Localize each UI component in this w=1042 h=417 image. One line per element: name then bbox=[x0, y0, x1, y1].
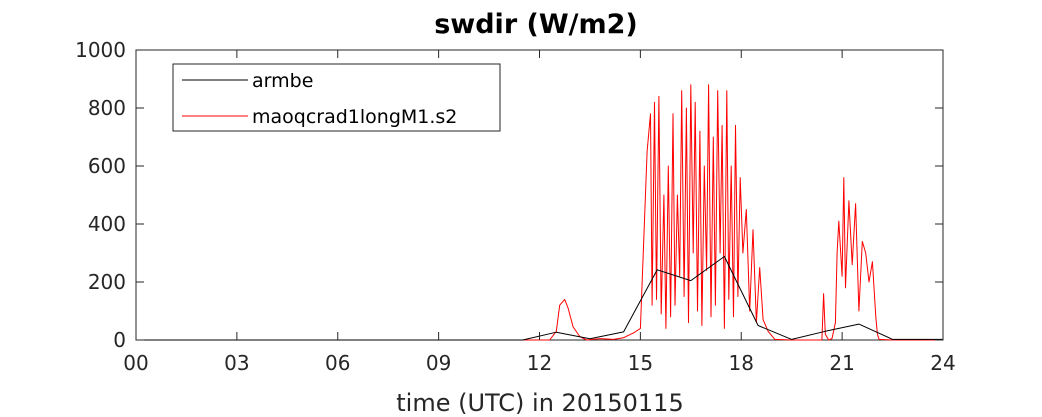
y-tick-label-200: 200 bbox=[88, 270, 126, 294]
x-axis-label: time (UTC) in 20150115 bbox=[396, 389, 683, 417]
legend-label-armbe: armbe bbox=[252, 70, 313, 92]
x-tick-label-09: 09 bbox=[426, 351, 451, 375]
legend-label-maoqcrad1longM1-s2: maoqcrad1longM1.s2 bbox=[252, 106, 457, 128]
x-tick-label-18: 18 bbox=[729, 351, 754, 375]
series-line-maoqcrad1longM1-s2 bbox=[136, 84, 943, 341]
x-tick-label-12: 12 bbox=[527, 351, 552, 375]
chart-title: swdir (W/m2) bbox=[434, 9, 638, 40]
series-layer bbox=[136, 84, 943, 341]
x-axis-ticks: 00 03 06 09 12 15 18 21 24 bbox=[123, 50, 956, 375]
y-tick-label-800: 800 bbox=[88, 96, 126, 120]
series-line-armbe bbox=[136, 256, 943, 341]
x-tick-label-06: 06 bbox=[325, 351, 350, 375]
x-tick-label-03: 03 bbox=[224, 351, 249, 375]
x-tick-label-21: 21 bbox=[829, 351, 854, 375]
y-tick-label-1000: 1000 bbox=[75, 38, 126, 62]
y-axis-ticks: 0 200 400 600 800 1000 bbox=[75, 38, 943, 352]
x-tick-label-24: 24 bbox=[930, 351, 955, 375]
y-tick-label-400: 400 bbox=[88, 212, 126, 236]
x-tick-label-15: 15 bbox=[628, 351, 653, 375]
legend-box bbox=[172, 63, 501, 132]
x-tick-label-00: 00 bbox=[123, 351, 148, 375]
legend: armbe maoqcrad1longM1.s2 bbox=[172, 63, 501, 132]
y-tick-label-0: 0 bbox=[113, 328, 126, 352]
y-tick-label-600: 600 bbox=[88, 154, 126, 178]
